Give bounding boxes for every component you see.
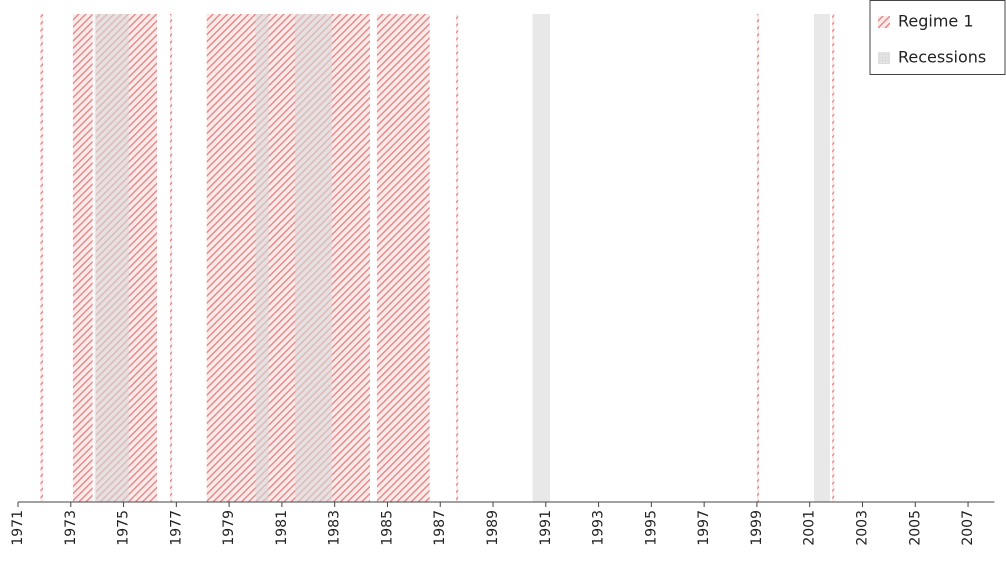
x-tick-label: 2003 (854, 510, 870, 546)
x-tick-label: 2005 (907, 510, 923, 546)
x-tick-label: 1993 (591, 510, 607, 546)
recession-span (255, 14, 269, 502)
x-tick-label: 2001 (802, 510, 818, 546)
x-tick-label: 1999 (749, 510, 765, 546)
x-tick-label: 1973 (63, 510, 79, 546)
regime-span (376, 14, 430, 502)
legend-label: Recessions (898, 48, 986, 67)
x-tick-label: 1985 (379, 510, 395, 546)
x-tick-label: 1975 (116, 510, 132, 546)
x-tick-label: 1989 (485, 510, 501, 546)
x-tick-label: 1971 (10, 510, 26, 546)
legend-box (869, 0, 1006, 75)
recession-span (532, 14, 551, 502)
regime-span (456, 14, 459, 502)
recession-span (813, 14, 831, 502)
x-tick-label: 1995 (643, 510, 659, 546)
regime-span (756, 14, 760, 502)
x-tick-label: 1981 (274, 510, 290, 546)
x-tick-label: 1991 (538, 510, 554, 546)
x-tick-label: 1997 (696, 510, 712, 546)
legend-swatch (878, 52, 890, 64)
x-tick-label: 1983 (327, 510, 343, 546)
legend-label: Regime 1 (898, 12, 974, 31)
x-tick-label: 1979 (221, 510, 237, 546)
regime-span (72, 14, 93, 502)
legend: Regime 1 Recessions (869, 0, 1006, 75)
regime-span (40, 14, 44, 502)
recession-span (94, 14, 129, 502)
legend-swatch (878, 16, 890, 28)
x-tick-label: 1977 (168, 510, 184, 546)
regime-span (832, 14, 835, 502)
x-tick-label: 2007 (960, 510, 976, 546)
recession-span (295, 14, 333, 502)
regime-span (170, 14, 173, 502)
x-tick-label: 1987 (432, 510, 448, 546)
regime-span (206, 14, 371, 502)
